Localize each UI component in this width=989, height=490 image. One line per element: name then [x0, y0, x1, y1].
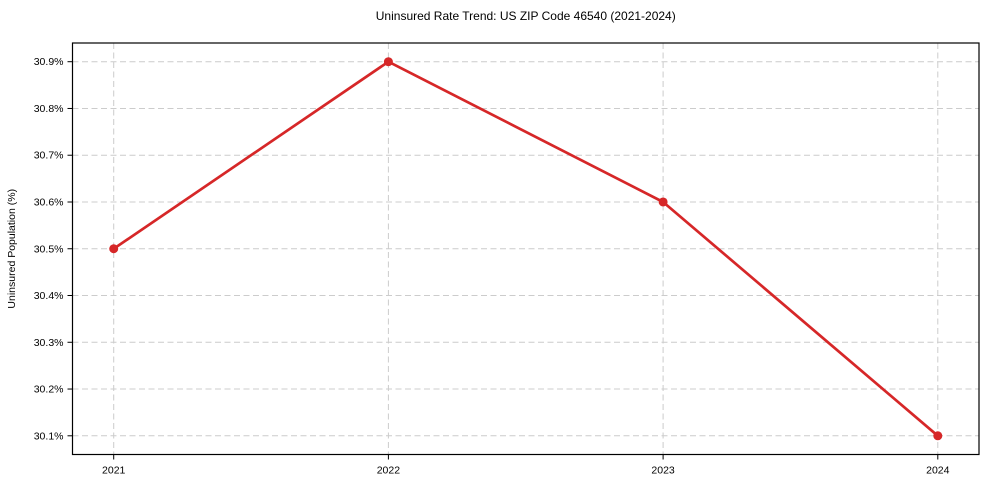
chart-title: Uninsured Rate Trend: US ZIP Code 46540 … [376, 9, 676, 23]
data-point-marker [383, 57, 393, 67]
y-tick-label: 30.3% [34, 337, 64, 349]
grid-layer [72, 43, 979, 455]
trend-line [112, 60, 940, 438]
x-tick-label: 2024 [926, 465, 950, 477]
y-axis-label: Uninsured Population (%) [6, 189, 18, 309]
y-tick-label: 30.6% [34, 196, 64, 208]
x-tick-label: 2022 [377, 465, 401, 477]
y-tick-label: 30.4% [34, 290, 64, 302]
y-tick-label: 30.8% [34, 103, 64, 115]
y-tick-label: 30.7% [34, 150, 64, 162]
data-point-marker [109, 244, 119, 254]
x-tick-label: 2023 [651, 465, 675, 477]
trend-line-series [109, 57, 943, 441]
y-tick-label: 30.2% [34, 384, 64, 396]
y-tick-label: 30.1% [34, 430, 64, 442]
plot-border [71, 42, 980, 456]
y-tick-label: 30.9% [34, 56, 64, 68]
data-point-marker [658, 197, 668, 207]
data-point-marker [933, 431, 943, 441]
y-tick-label: 30.5% [34, 243, 64, 255]
tick-layer: 30.1% 30.2% 30.3% 30.4% 30.5% 30.6% 30.7% 30.8%… [34, 56, 950, 476]
x-tick-label: 2021 [102, 465, 126, 477]
